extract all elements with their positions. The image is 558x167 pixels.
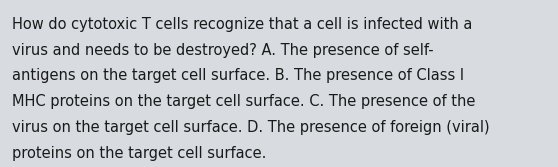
Text: antigens on the target cell surface. B. The presence of Class I: antigens on the target cell surface. B. … [12, 68, 464, 84]
Text: MHC proteins on the target cell surface. C. The presence of the: MHC proteins on the target cell surface.… [12, 94, 475, 109]
Text: virus and needs to be destroyed? A. The presence of self-: virus and needs to be destroyed? A. The … [12, 43, 434, 58]
Text: How do cytotoxic T cells recognize that a cell is infected with a: How do cytotoxic T cells recognize that … [12, 17, 473, 32]
Text: proteins on the target cell surface.: proteins on the target cell surface. [12, 146, 267, 161]
Text: virus on the target cell surface. D. The presence of foreign (viral): virus on the target cell surface. D. The… [12, 120, 490, 135]
